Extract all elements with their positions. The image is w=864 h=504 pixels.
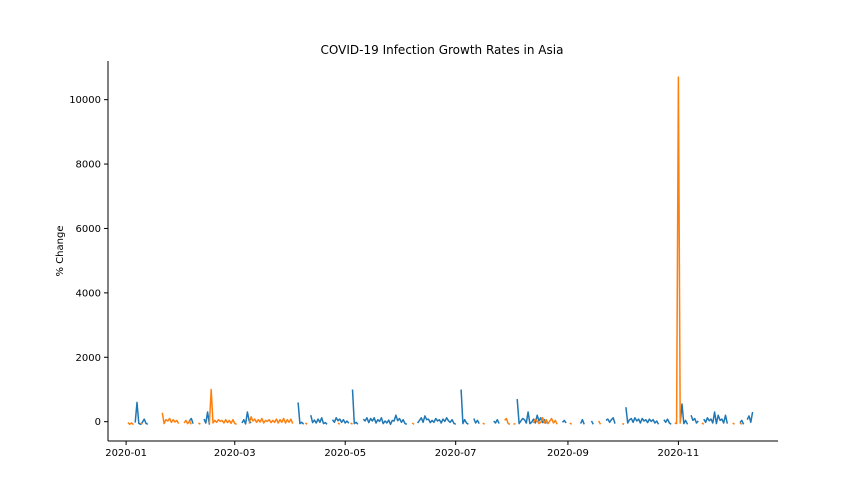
y-ticks: 0 2000 4000 6000 8000 10000 <box>69 95 108 428</box>
x-tick-label: 2020-01 <box>105 448 147 459</box>
x-tick-label: 2020-09 <box>547 448 589 459</box>
y-tick-label: 10000 <box>69 95 101 106</box>
x-tick-label: 2020-05 <box>324 448 366 459</box>
chart-title: COVID-19 Infection Growth Rates in Asia <box>321 43 564 57</box>
y-tick-label: 2000 <box>76 353 101 364</box>
x-tick-label: 2020-11 <box>658 448 700 459</box>
y-tick-label: 6000 <box>76 224 101 235</box>
series-layer <box>127 76 754 426</box>
y-tick-label: 0 <box>95 417 101 428</box>
y-tick-label: 4000 <box>76 288 101 299</box>
x-tick-label: 2020-03 <box>214 448 256 459</box>
y-tick-label: 8000 <box>76 160 101 171</box>
series-line-2 <box>127 76 743 426</box>
y-axis-label: % Change <box>55 226 66 277</box>
x-ticks: 2020-01 2020-03 2020-05 2020-07 2020-09 2020-… <box>105 441 699 459</box>
x-tick-label: 2020-07 <box>435 448 477 459</box>
